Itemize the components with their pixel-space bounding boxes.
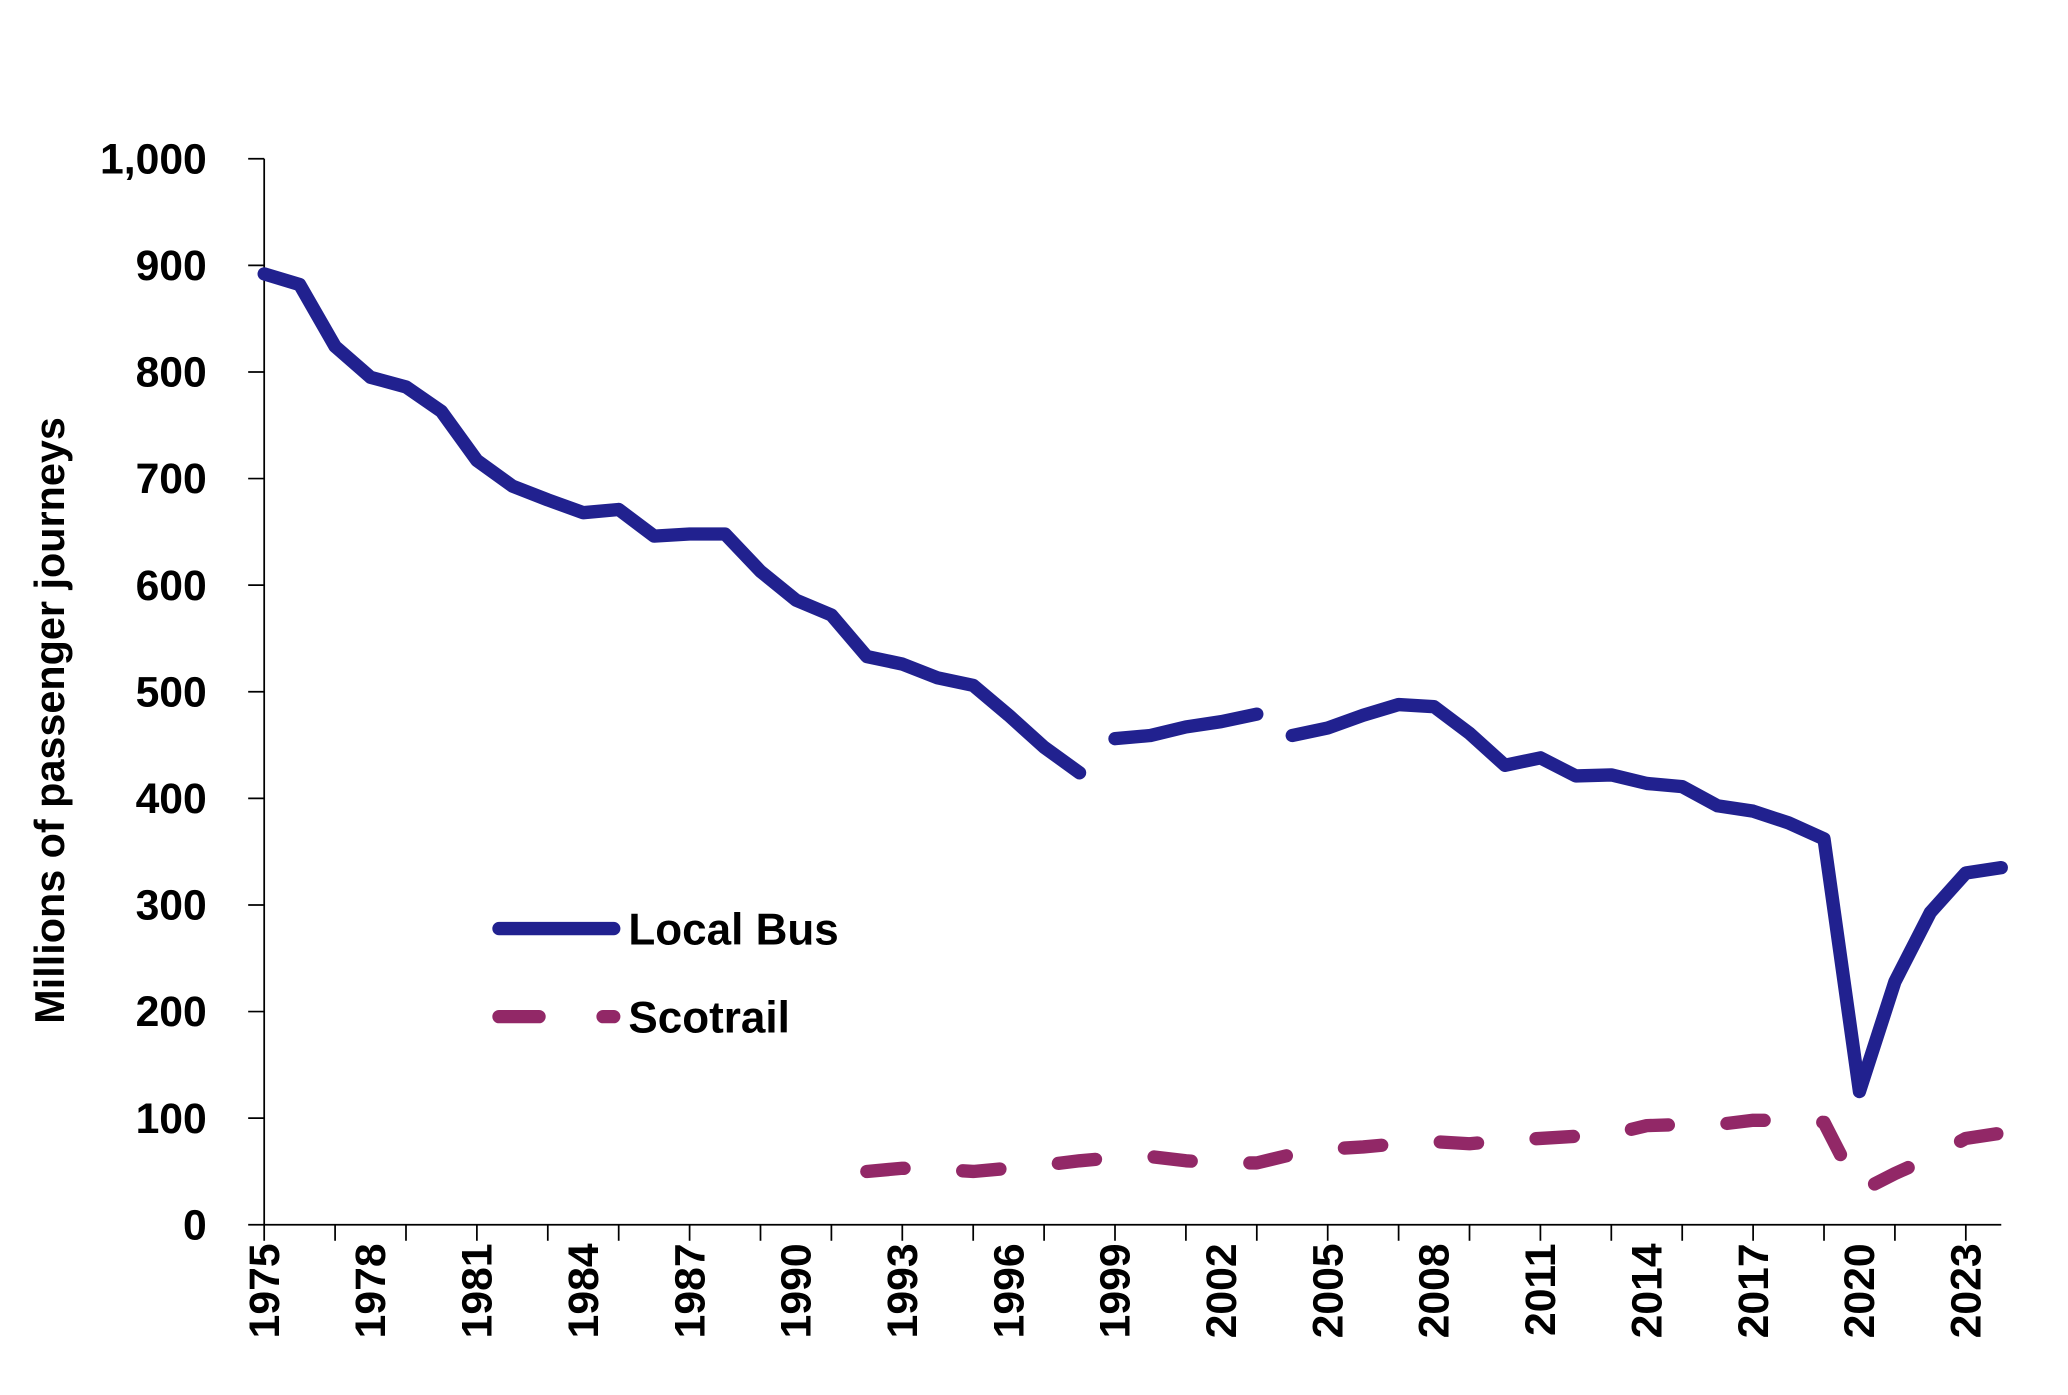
y-tick-label: 900 xyxy=(136,242,207,290)
x-tick-label: 2011 xyxy=(1517,1243,1565,1336)
series-line-scotrail xyxy=(860,1113,2008,1199)
x-tick-label: 1996 xyxy=(985,1243,1033,1338)
y-tick-label: 500 xyxy=(136,668,207,716)
y-tick-label: 0 xyxy=(183,1201,207,1249)
x-tick-label: 1990 xyxy=(773,1243,821,1338)
y-tick-label: 200 xyxy=(136,988,207,1036)
y-tick-label: 100 xyxy=(136,1095,207,1143)
x-tick-label: 2002 xyxy=(1198,1243,1246,1338)
y-axis-title: Millions of passenger journeys xyxy=(27,417,73,1024)
series-layer xyxy=(257,267,2008,1199)
x-tick-label: 2017 xyxy=(1730,1243,1778,1338)
legend: Local Bus Scotrail xyxy=(492,906,839,1043)
y-tick-label: 1,000 xyxy=(100,135,207,183)
x-tick-label: 2020 xyxy=(1836,1243,1884,1338)
x-tick-label: 1984 xyxy=(560,1243,608,1338)
x-tick-label: 1981 xyxy=(454,1243,502,1338)
x-tick-label: 1993 xyxy=(879,1243,927,1338)
y-tick-label: 300 xyxy=(136,882,207,930)
y-tick-label: 600 xyxy=(136,562,207,610)
y-tick-label: 700 xyxy=(136,455,207,503)
x-tick-label: 1987 xyxy=(666,1243,714,1338)
axes: 0 100 200 300 400 500 600 700 800 900 1,000 1975 197… xyxy=(100,135,2002,1338)
x-tick-label: 1975 xyxy=(241,1243,289,1338)
x-tick-label: 2023 xyxy=(1942,1243,1990,1338)
y-tick-label: 800 xyxy=(136,349,207,397)
y-tick-label: 400 xyxy=(136,775,207,823)
x-tick-label: 2005 xyxy=(1304,1243,1352,1338)
series-line-local-bus xyxy=(1108,707,1264,746)
series-line-local-bus xyxy=(1285,697,2008,1099)
series-line-local-bus xyxy=(257,267,1087,780)
x-tick-label: 2014 xyxy=(1623,1243,1671,1338)
legend-label-scotrail: Scotrail xyxy=(628,994,789,1043)
x-tick-label: 2008 xyxy=(1411,1243,1459,1338)
x-tick-label: 1978 xyxy=(347,1243,395,1338)
x-tick-label: 1999 xyxy=(1092,1243,1140,1338)
legend-label-local-bus: Local Bus xyxy=(628,906,838,955)
